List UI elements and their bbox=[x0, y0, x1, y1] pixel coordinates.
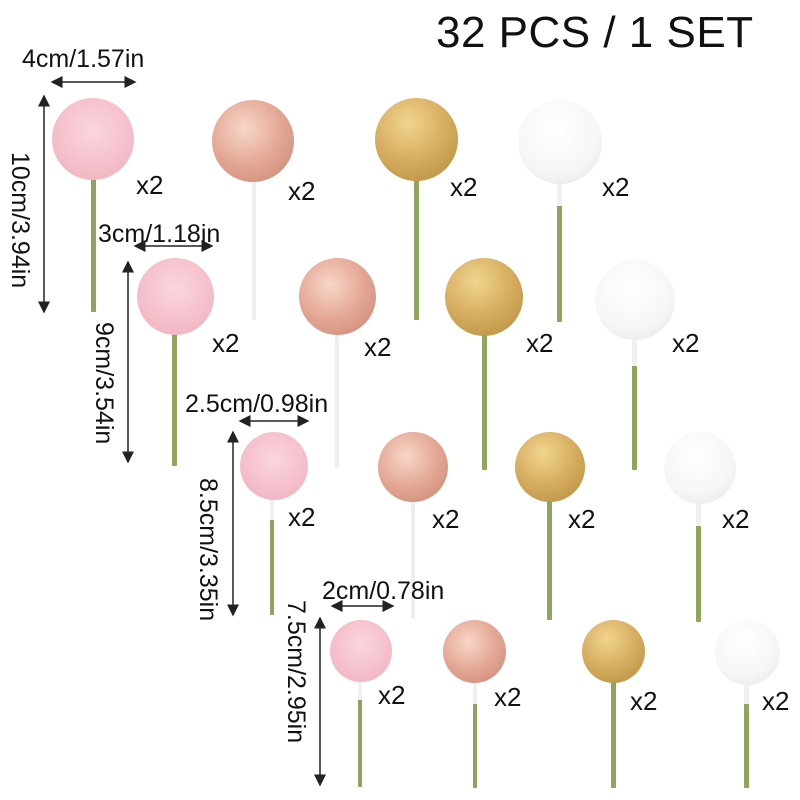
ball-row4-white bbox=[715, 620, 780, 685]
qty-row1-gold: x2 bbox=[450, 172, 478, 202]
stem-row3-pink bbox=[270, 490, 274, 615]
ball-row4-pink bbox=[330, 620, 392, 682]
qty-row3-pink: x2 bbox=[288, 502, 316, 532]
qty-row2-rose: x2 bbox=[364, 332, 392, 362]
stem-row3-gold bbox=[547, 496, 552, 620]
width-label-row4: 2cm/0.78in bbox=[322, 577, 445, 605]
width-label-row3: 2.5cm/0.98in bbox=[185, 390, 329, 418]
stem-row1-gold bbox=[414, 172, 419, 320]
qty-row4-white: x2 bbox=[762, 686, 790, 716]
stem-row3-rose bbox=[411, 496, 415, 618]
height-label-row2: 9cm/3.54in bbox=[90, 322, 118, 445]
qty-row1-rose: x2 bbox=[288, 176, 316, 206]
width-label-row1: 4cm/1.57in bbox=[22, 45, 145, 73]
qty-row2-gold: x2 bbox=[526, 328, 554, 358]
ball-row2-rose bbox=[299, 258, 376, 335]
qty-row4-gold: x2 bbox=[630, 686, 658, 716]
qty-row4-rose: x2 bbox=[494, 682, 522, 712]
stem-row4-white bbox=[744, 676, 749, 788]
height-label-row4: 7.5cm/2.95in bbox=[282, 600, 310, 744]
ball-row3-pink bbox=[240, 432, 308, 500]
qty-row1-white: x2 bbox=[602, 172, 630, 202]
stem-row2-rose bbox=[335, 330, 339, 468]
ball-row3-white bbox=[664, 432, 736, 504]
ball-row3-rose bbox=[378, 432, 448, 502]
width-label-row2: 3cm/1.18in bbox=[98, 220, 221, 248]
stem-row3-white bbox=[696, 496, 701, 622]
qty-row2-pink: x2 bbox=[212, 328, 240, 358]
stem-row1-white bbox=[557, 176, 562, 322]
ball-row1-white bbox=[518, 100, 602, 184]
ball-row2-gold bbox=[445, 258, 523, 336]
qty-row3-gold: x2 bbox=[568, 504, 596, 534]
ball-row2-pink bbox=[137, 258, 214, 335]
qty-row4-pink: x2 bbox=[378, 680, 406, 710]
height-label-row1: 10cm/3.94in bbox=[6, 152, 34, 289]
stem-row1-pink bbox=[91, 170, 96, 312]
qty-row1-pink: x2 bbox=[136, 170, 164, 200]
ball-row2-white bbox=[595, 260, 675, 340]
qty-row2-white: x2 bbox=[672, 328, 700, 358]
stem-row1-rose bbox=[252, 172, 256, 320]
qty-row3-rose: x2 bbox=[432, 504, 460, 534]
ball-row1-gold bbox=[375, 98, 458, 181]
stem-row4-pink bbox=[358, 672, 362, 787]
ball-row1-pink bbox=[52, 98, 134, 180]
height-label-row3: 8.5cm/3.35in bbox=[194, 478, 222, 622]
set-count-title: 32 PCS / 1 SET bbox=[436, 8, 754, 57]
stem-row4-rose bbox=[473, 676, 477, 788]
ball-row1-rose bbox=[212, 100, 294, 182]
stem-row2-gold bbox=[482, 330, 487, 470]
stem-row4-gold bbox=[611, 676, 616, 788]
ball-row4-rose bbox=[443, 620, 506, 683]
stem-row2-pink bbox=[172, 330, 177, 466]
ball-row4-gold bbox=[582, 620, 645, 683]
ball-row3-gold bbox=[515, 432, 585, 502]
qty-row3-white: x2 bbox=[722, 504, 750, 534]
stem-row2-white bbox=[632, 336, 637, 470]
